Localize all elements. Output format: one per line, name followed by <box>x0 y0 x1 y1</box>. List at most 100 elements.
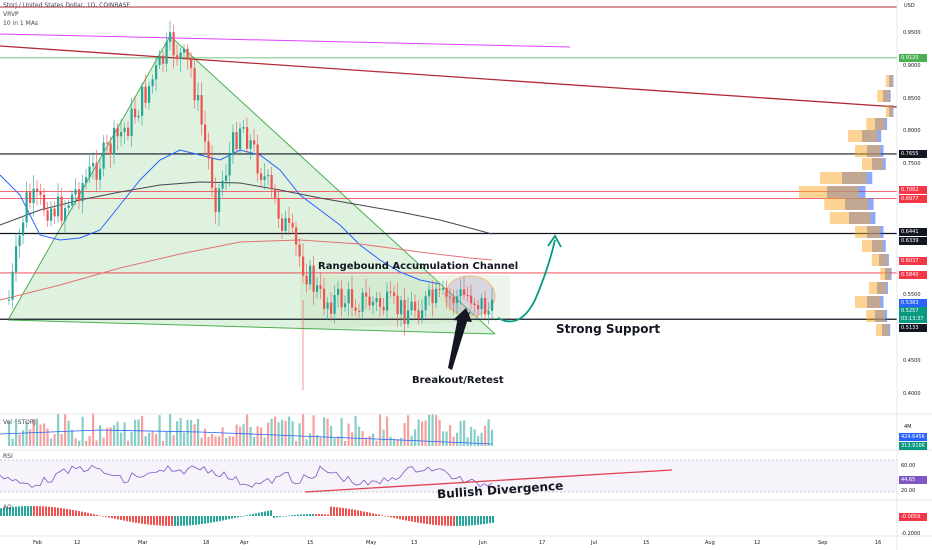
ao-bar <box>390 516 392 518</box>
candle <box>263 176 266 180</box>
ao-bar <box>84 512 86 516</box>
ao-bar <box>420 516 422 524</box>
ao-bar <box>159 516 161 526</box>
ao-bar <box>426 516 428 525</box>
candle <box>60 196 63 221</box>
candle <box>235 132 238 150</box>
ao-bar <box>12 506 14 516</box>
price-tag: 0.5383 <box>899 299 927 307</box>
ao-tag: -0.0059 <box>899 513 927 521</box>
candle <box>386 291 389 311</box>
ao-label[interactable]: AO <box>3 504 12 511</box>
candle <box>71 194 74 206</box>
divergence-line <box>304 469 673 493</box>
ao-bar <box>96 514 98 516</box>
symbol-title[interactable]: Storj / United States Dollar, 1D, COINBA… <box>3 2 131 9</box>
volume-bar <box>291 421 294 446</box>
ao-bar <box>189 516 191 526</box>
candle <box>361 292 364 312</box>
volume-bar <box>466 437 469 446</box>
volume-bar <box>60 434 63 446</box>
volume-bar <box>123 422 126 446</box>
ao-bar <box>354 509 356 516</box>
ao-bar <box>39 506 41 516</box>
volume-profile-bar-sell-18 <box>876 324 889 336</box>
projection-arrowhead <box>547 234 562 248</box>
ao-bar <box>456 516 458 526</box>
rsi-label[interactable]: RSI <box>3 453 13 460</box>
ao-bar <box>306 514 308 516</box>
volume-ma <box>0 429 493 445</box>
ao-bar <box>363 511 365 516</box>
candle <box>309 265 312 285</box>
ao-bar <box>483 516 485 525</box>
ao-bar <box>3 507 5 516</box>
candle <box>158 55 161 66</box>
ao-bar <box>288 515 290 517</box>
volume-bar <box>134 419 137 446</box>
price-tick: 0.7500 <box>903 161 921 168</box>
volume-bar <box>165 432 168 446</box>
volume-profile-bar-sell-17 <box>866 310 885 322</box>
candle <box>260 173 263 180</box>
volume-bar <box>43 423 46 446</box>
ao-bar <box>375 513 377 516</box>
volume-bar <box>323 417 326 446</box>
ao-bar <box>474 516 476 526</box>
ma-indicator[interactable]: 10 in 1 MAs <box>3 20 39 27</box>
time-tick: 13 <box>411 540 418 546</box>
candle <box>43 194 46 211</box>
volume-bar <box>368 435 371 446</box>
ao-bar <box>384 515 386 517</box>
volume-bar <box>88 435 91 446</box>
volume-bar <box>214 436 217 446</box>
ao-bar <box>114 516 116 519</box>
ao-bar <box>399 516 401 520</box>
ao-bar <box>249 514 251 516</box>
volume-bar <box>372 433 375 446</box>
candle <box>221 180 224 189</box>
candle <box>242 127 245 129</box>
ao-bar <box>63 508 65 516</box>
ao-bar <box>258 512 260 516</box>
volume-bar <box>50 438 53 446</box>
candle <box>372 301 375 306</box>
ao-bar <box>162 516 164 526</box>
volume-profile-bar-sell-4 <box>848 130 878 142</box>
volume-bar <box>326 418 329 446</box>
volume-bar <box>130 431 133 446</box>
ao-bar <box>345 508 347 516</box>
ao-bar <box>441 516 443 526</box>
ao-bar <box>435 516 437 526</box>
volume-bar <box>491 429 494 446</box>
volume-bar <box>400 437 403 446</box>
volume-bar <box>438 419 441 446</box>
time-tick: Mar <box>138 540 148 546</box>
volume-bar <box>319 437 322 446</box>
volume-bar <box>435 414 438 446</box>
candle <box>130 108 133 136</box>
ao-bar <box>213 516 215 523</box>
volume-label[interactable]: Vol · STORJ <box>3 419 36 426</box>
volume-bar <box>421 421 424 446</box>
time-tick: 18 <box>203 540 210 546</box>
candle <box>267 175 270 177</box>
rsi-tick-60: 60.00 <box>901 463 916 469</box>
ao-bar <box>0 508 2 516</box>
candle <box>123 127 126 133</box>
candle <box>333 295 336 314</box>
candle <box>284 218 287 231</box>
ao-bar <box>48 506 50 516</box>
ao-bar <box>9 507 11 516</box>
candle <box>312 265 315 292</box>
currency-label[interactable]: USD <box>904 3 915 9</box>
time-tick: Sep <box>818 540 828 546</box>
time-tick: 15 <box>643 540 650 546</box>
ao-bar <box>264 511 266 516</box>
volume-bar <box>92 413 95 446</box>
vrvp-indicator[interactable]: VRVP <box>3 11 19 18</box>
volume-bar <box>375 440 378 446</box>
breakout-arrowhead <box>453 308 472 322</box>
ao-bar <box>30 506 32 516</box>
